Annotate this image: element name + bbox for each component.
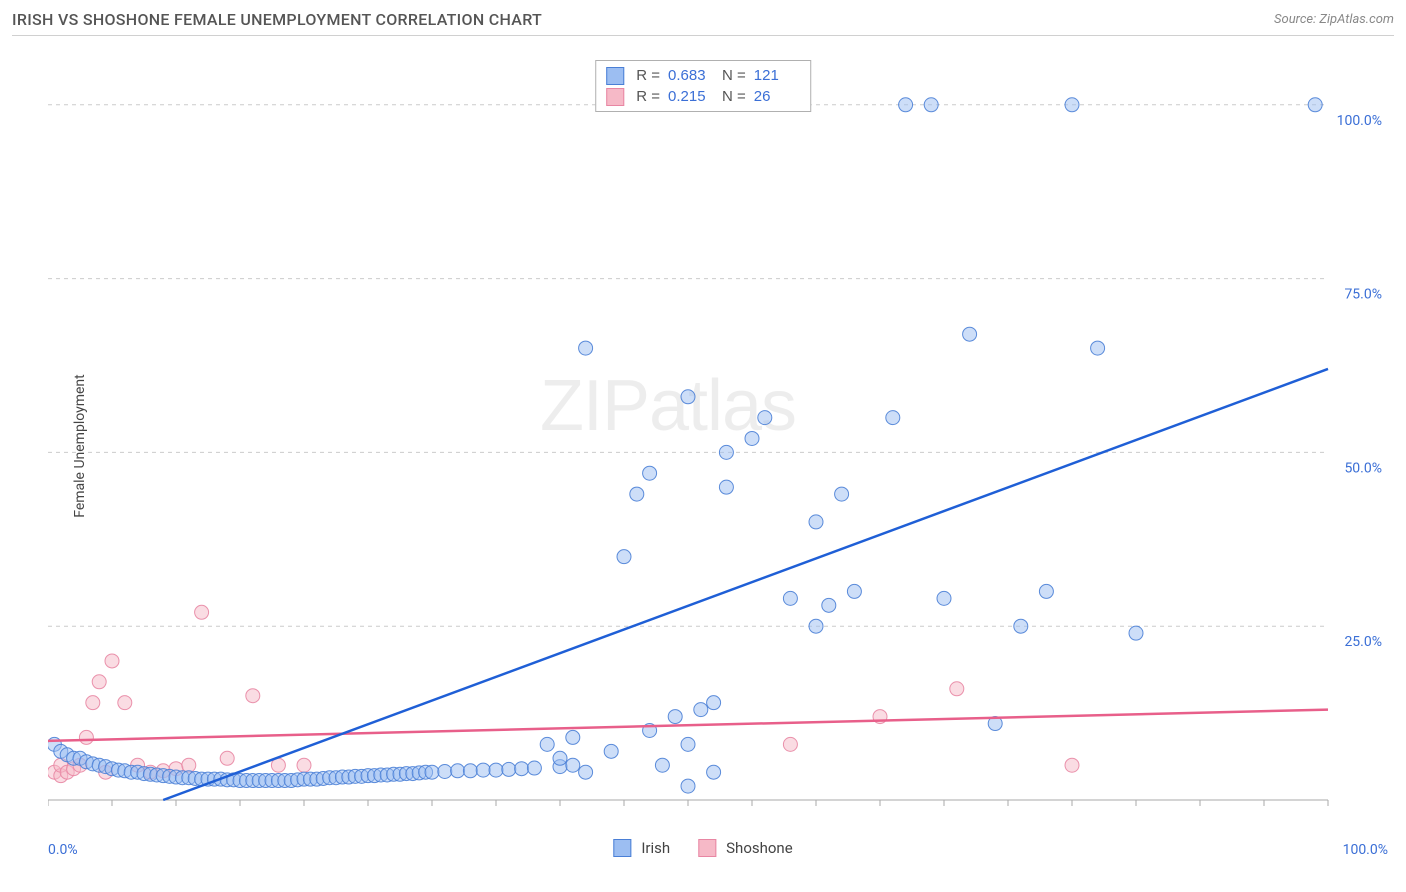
x-axis-tick-labels: 0.0% 100.0% (48, 842, 1388, 862)
swatch-shoshone (606, 88, 624, 106)
stats-legend-box: R = 0.683 N = 121 R = 0.215 N = 26 (595, 60, 811, 112)
page-title: IRISH VS SHOSHONE FEMALE UNEMPLOYMENT CO… (12, 10, 542, 29)
x-tick-100: 100.0% (1343, 842, 1388, 858)
stat-value-n-irish: 121 (754, 65, 800, 86)
stat-value-r-irish: 0.683 (668, 65, 714, 86)
svg-text:50.0%: 50.0% (1344, 460, 1382, 476)
stat-label-n: N = (722, 65, 746, 86)
scatter-chart: 25.0%50.0%75.0%100.0%ZIPatlas (48, 60, 1388, 820)
stat-label-r: R = (636, 65, 660, 86)
stats-row-shoshone: R = 0.215 N = 26 (606, 86, 800, 107)
source-label: Source: ZipAtlas.com (1274, 12, 1394, 27)
x-tick-0: 0.0% (48, 842, 78, 858)
svg-text:100.0%: 100.0% (1337, 113, 1382, 129)
stat-label-n: N = (722, 86, 746, 107)
stats-row-irish: R = 0.683 N = 121 (606, 65, 800, 86)
svg-text:25.0%: 25.0% (1344, 634, 1382, 650)
stat-value-n-shoshone: 26 (754, 86, 800, 107)
stat-label-r: R = (636, 86, 660, 107)
svg-text:75.0%: 75.0% (1344, 287, 1382, 303)
stat-value-r-shoshone: 0.215 (668, 86, 714, 107)
swatch-irish (606, 67, 624, 85)
